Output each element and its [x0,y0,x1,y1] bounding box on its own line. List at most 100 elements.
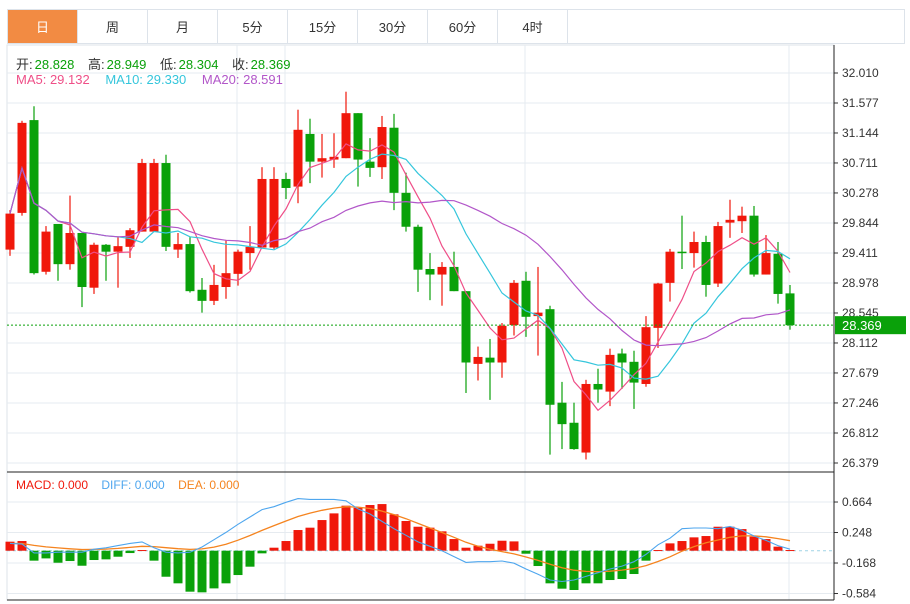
diff-value: DIFF: 0.000 [101,478,165,492]
macd-bar [413,526,423,551]
dea-value: DEA: 0.000 [178,478,240,492]
candle-body [305,133,315,162]
candle-body [161,163,171,247]
candle-body [689,241,699,254]
candle-body [437,266,447,275]
price-tick-label: 27.246 [842,396,879,410]
candle [245,226,255,270]
candles [5,91,795,460]
price-tick-label: 28.112 [842,336,878,350]
candle [605,348,615,407]
macd-bar [605,550,615,581]
tab-15min[interactable]: 15分 [288,10,358,43]
macd-bar [137,550,147,552]
candle [689,231,699,268]
macd-bar [113,550,123,557]
macd-tick-label: 0.664 [842,495,872,509]
macd-bar [5,541,15,551]
candle-body [713,226,723,284]
candle-body [89,244,99,288]
candle-body [53,223,63,265]
candle [389,113,399,211]
candle-body [545,309,555,405]
tab-month[interactable]: 月 [148,10,218,43]
candle [497,323,507,378]
ma-lines [7,143,834,412]
close-value: 28.369 [250,57,291,72]
candle-body [317,158,327,162]
candle-body [281,178,291,188]
candle-body [197,289,207,301]
candle [317,133,327,178]
open-label: 开: [16,57,33,72]
candle-body [41,231,51,272]
candle [5,210,15,256]
macd-bar [17,541,27,551]
candle [593,368,603,403]
candle-body [401,192,411,227]
candle-body [761,253,771,275]
macd-bar [233,550,243,576]
high-label: 高: [88,57,105,72]
candle-body [785,293,795,326]
candle [365,138,375,177]
macd-bar [725,526,735,551]
tab-week[interactable]: 周 [78,10,148,43]
tab-4hour[interactable]: 4时 [498,10,568,43]
candle-body [617,353,627,363]
tab-5min[interactable]: 5分 [218,10,288,43]
tab-day[interactable]: 日 [8,10,78,43]
candle-body [269,178,279,248]
candle [65,195,75,270]
macd-bar [125,550,135,554]
current-price-badge [835,316,906,335]
candle-body [581,383,591,453]
macd-bar [365,505,375,551]
macd-bar [653,550,663,552]
ma10-line [9,153,791,380]
tab-30min[interactable]: 30分 [358,10,428,43]
close-label: 收: [232,57,249,72]
macd-tick-label: -0.584 [842,587,876,601]
candle-body [605,354,615,392]
open-value: 28.828 [34,57,75,72]
candle [521,271,531,337]
macd-value: MACD: 0.000 [16,478,89,492]
candle [725,199,735,238]
macd-bar [773,546,783,551]
candle [101,244,111,281]
macd-bar [713,526,723,551]
candle-body [245,246,255,254]
macd-bar [485,543,495,551]
tab-60min[interactable]: 60分 [428,10,498,43]
macd-bar [341,505,351,551]
candle [761,235,771,275]
candle-body [221,273,231,288]
candle [89,242,99,294]
candle-body [149,163,159,232]
period-tabs: 日 周 月 5分 15分 30分 60分 4时 [7,9,905,44]
price-tick-label: 31.144 [842,126,879,140]
ma20-value: MA20: 28.591 [201,72,283,87]
macd-bar [53,550,63,563]
axes: 32.010 31.577 31.144 30.711 30.278 29.844 29.4… [7,45,906,601]
candle-body [773,253,783,294]
price-tick-label: 26.379 [842,456,879,470]
price-tick-label: 31.577 [842,96,879,110]
macd-panel [5,498,834,593]
candle-body [473,356,483,364]
candle-body [461,291,471,363]
candle [569,402,579,450]
macd-bar [545,550,555,584]
macd-bar [557,550,567,589]
ma5-value: MA5: 29.132 [16,72,90,87]
candle-body [521,280,531,317]
macd-bar [497,540,507,551]
macd-bar [689,537,699,551]
candle [713,221,723,288]
dea-line [9,506,791,573]
candle [641,316,651,387]
candle [473,346,483,381]
candle [377,115,387,179]
